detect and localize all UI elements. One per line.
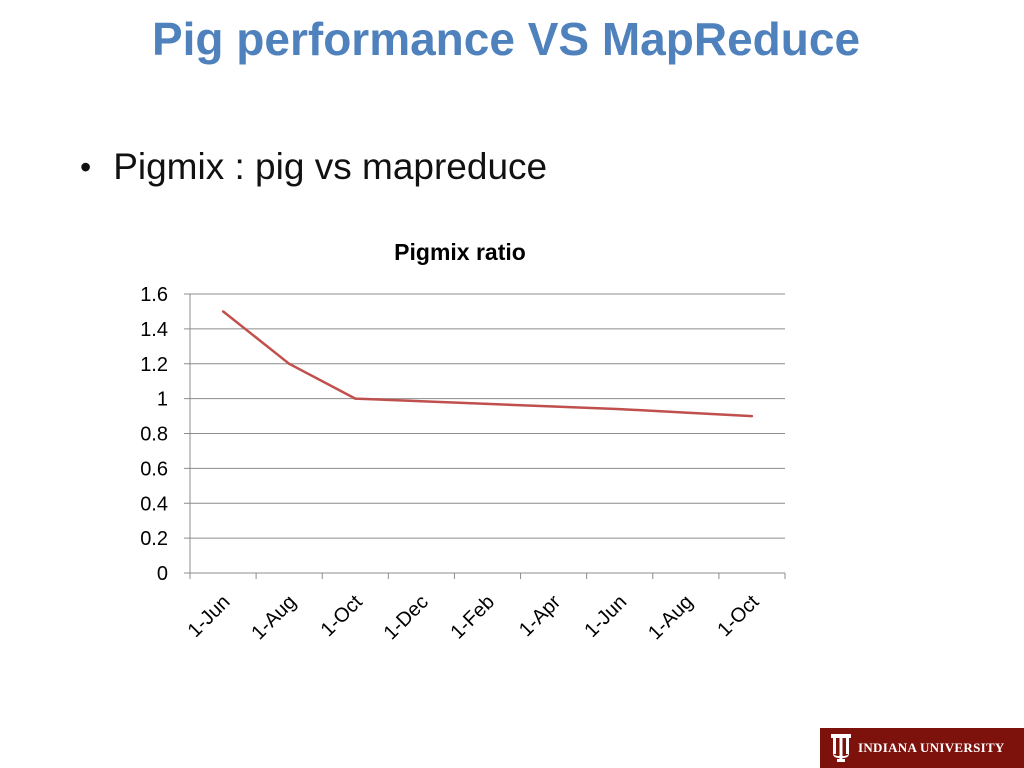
x-tick-label: 1-Aug [644, 591, 697, 644]
y-tick-label: 1.2 [140, 354, 168, 376]
y-tick-label: 1.6 [140, 284, 168, 306]
data-point [552, 405, 555, 408]
x-tick-label: 1-Aug [247, 591, 300, 644]
x-tick-label: 1-Jun [580, 591, 631, 642]
y-tick-label: 0.2 [140, 528, 168, 550]
logo-text: INDIANA UNIVERSITY [858, 740, 1005, 755]
data-point [354, 397, 357, 400]
slide-title: Pig performance VS MapReduce [151, 13, 861, 65]
chart-title: Pigmix ratio [394, 239, 526, 265]
y-tick-label: 0.8 [140, 424, 168, 446]
data-point [618, 407, 621, 411]
data-point [420, 400, 423, 403]
x-tick-label: 1-Apr [515, 591, 565, 641]
x-tick-label: 1-Feb [447, 591, 500, 644]
data-point [221, 310, 225, 313]
indiana-university-logo: INDIANA UNIVERSITY [818, 728, 1024, 768]
data-point [750, 414, 754, 418]
bullet-icon: • [80, 148, 92, 185]
y-tick-label: 1 [157, 389, 168, 411]
bullet-item: • Pigmix : pig vs mapreduce [80, 146, 547, 188]
x-tick-label: 1-Jun [184, 591, 235, 642]
data-point [684, 411, 688, 414]
y-tick-label: 0.4 [140, 493, 168, 515]
y-tick-label: 1.4 [140, 319, 168, 341]
bullet-text: Pigmix : pig vs mapreduce [113, 146, 548, 187]
trident-icon [831, 734, 851, 762]
line-chart: Pigmix ratio 0 0.2 0.4 0.6 0.8 1 1.2 1.4 1.6 1-Ju… [140, 239, 786, 644]
data-point [486, 402, 489, 406]
x-tick-label: 1-Oct [317, 591, 367, 641]
x-tick-label: 1-Dec [380, 591, 433, 644]
y-tick-label: 0 [157, 563, 168, 585]
data-point [287, 362, 291, 365]
x-tick-label: 1-Oct [713, 591, 763, 641]
y-tick-label: 0.6 [140, 458, 168, 480]
